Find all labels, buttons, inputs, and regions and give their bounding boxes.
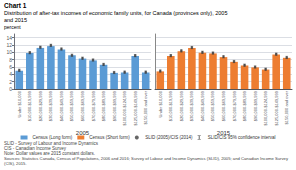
svg-text:$20,000-$29,999: $20,000-$29,999 [179, 90, 184, 121]
svg-text:$125,000-$149,999: $125,000-$149,999 [133, 90, 138, 125]
svg-text:12: 12 [6, 42, 12, 48]
svg-text:$90,000-$99,999: $90,000-$99,999 [112, 90, 117, 121]
svg-text:$10,000-$19,999: $10,000-$19,999 [27, 90, 32, 121]
svg-text:Census (Short form): Census (Short form) [89, 135, 130, 140]
svg-text:$50,000-$59,999: $50,000-$59,999 [210, 90, 215, 121]
svg-text:$30,000-$39,999: $30,000-$39,999 [48, 90, 53, 121]
svg-text:$100,000-$124,999: $100,000-$124,999 [122, 90, 127, 125]
svg-text:CIS - Canadian Income Survey: CIS - Canadian Income Survey [4, 146, 66, 151]
svg-text:and 2015: and 2015 [4, 17, 27, 23]
svg-text:Under $10,000: Under $10,000 [17, 90, 22, 117]
svg-text:SLID/CIS 95% confidence interv: SLID/CIS 95% confidence interval [208, 135, 276, 140]
svg-text:Under $10,000: Under $10,000 [158, 90, 163, 117]
svg-text:$40,000-$49,999: $40,000-$49,999 [200, 90, 205, 121]
svg-text:2005: 2005 [76, 130, 90, 136]
svg-text:$70,000-$79,999: $70,000-$79,999 [232, 90, 237, 121]
svg-text:6: 6 [9, 64, 12, 70]
svg-text:8: 8 [9, 57, 12, 63]
svg-text:$10,000-$19,999: $10,000-$19,999 [168, 90, 173, 121]
svg-text:Census (Long form): Census (Long form) [33, 135, 73, 140]
svg-text:$60,000-$69,999: $60,000-$69,999 [221, 90, 226, 121]
svg-text:SLID - Survey of Labour and In: SLID - Survey of Labour and Income Dynam… [4, 141, 98, 146]
svg-text:2: 2 [9, 79, 12, 85]
svg-text:$40,000-$49,999: $40,000-$49,999 [59, 90, 64, 121]
svg-text:$30,000-$39,999: $30,000-$39,999 [189, 90, 194, 121]
svg-text:$80,000-$89,999: $80,000-$89,999 [101, 90, 106, 121]
svg-text:SLID (2005)/CIS (2014): SLID (2005)/CIS (2014) [145, 135, 193, 140]
svg-text:10: 10 [6, 49, 12, 55]
svg-text:$60,000-$69,999: $60,000-$69,999 [80, 90, 85, 121]
svg-text:Chart 1: Chart 1 [4, 2, 27, 9]
svg-text:14: 14 [6, 35, 12, 41]
svg-text:$100,000-$124,999: $100,000-$124,999 [263, 90, 268, 125]
svg-text:$20,000-$29,999: $20,000-$29,999 [38, 90, 43, 121]
svg-text:4: 4 [9, 71, 12, 77]
svg-text:2015: 2015 [216, 129, 231, 136]
svg-text:0: 0 [9, 86, 12, 92]
svg-text:$70,000-$79,999: $70,000-$79,999 [91, 90, 96, 121]
svg-text:Sources: Statistics Canada, Ce: Sources: Statistics Canada, Census of Po… [4, 156, 289, 161]
svg-text:$90,000-$99,999: $90,000-$99,999 [253, 90, 258, 121]
svg-text:(CIS), 2015.: (CIS), 2015. [4, 161, 27, 166]
svg-text:Note: Dollar values are 2015 c: Note: Dollar values are 2015 constant do… [4, 151, 96, 156]
svg-text:$80,000-$89,999: $80,000-$89,999 [242, 90, 247, 121]
svg-text:$50,000-$59,999: $50,000-$59,999 [69, 90, 74, 121]
svg-text:$150,000 and over: $150,000 and over [284, 90, 289, 124]
svg-text:$125,000-$149,999: $125,000-$149,999 [274, 90, 279, 125]
svg-text:$150,000 and over: $150,000 and over [143, 90, 148, 124]
svg-text:percent: percent [4, 24, 21, 30]
svg-text:Distribution of after-tax inco: Distribution of after-tax incomes of eco… [4, 10, 229, 16]
